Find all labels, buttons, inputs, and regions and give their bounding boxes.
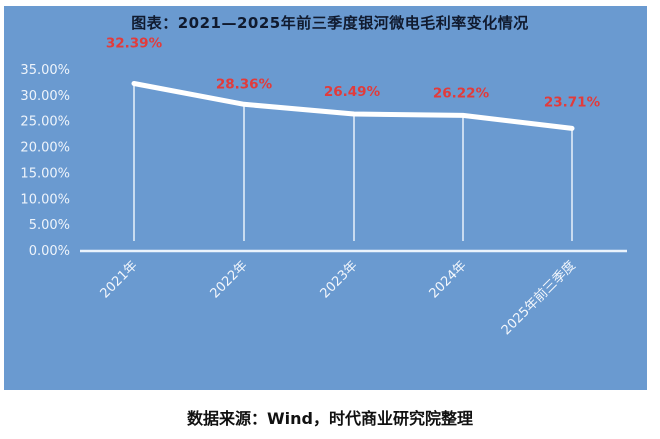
y-tick-label: 25.00%: [20, 115, 70, 130]
x-tick-label: 2021年: [98, 258, 141, 301]
y-tick-label: 15.00%: [20, 166, 70, 181]
data-label: 23.71%: [544, 94, 601, 110]
y-tick-label: 30.00%: [20, 89, 70, 104]
drop-lines: [133, 83, 573, 241]
chart-panel: [4, 6, 647, 390]
x-tick-label: 2022年: [208, 258, 251, 301]
source-note: 数据来源：Wind，时代商业研究院整理: [187, 409, 473, 428]
data-label: 28.36%: [216, 76, 273, 92]
data-labels: 32.39% 28.36% 26.49% 26.22% 23.71%: [106, 35, 601, 110]
y-axis-ticks: 35.00% 30.00% 25.00% 20.00% 15.00% 10.00% 5.00…: [20, 63, 70, 259]
y-tick-label: 10.00%: [20, 192, 70, 207]
x-tick-label: 2024年: [427, 258, 470, 301]
y-tick-label: 5.00%: [29, 218, 70, 233]
x-axis-ticks: 2021年 2022年 2023年 2024年 2025年前三季度: [98, 258, 579, 339]
gross-margin-line: [131, 81, 575, 131]
y-tick-label: 20.00%: [20, 141, 70, 156]
y-tick-label: 35.00%: [20, 63, 70, 78]
x-tick-label: 2025年前三季度: [498, 258, 579, 339]
data-label: 26.49%: [324, 84, 381, 100]
data-label: 32.39%: [106, 35, 163, 51]
y-tick-label: 0.00%: [29, 244, 70, 259]
chart-title: 图表：2021—2025年前三季度银河微电毛利率变化情况: [131, 14, 529, 32]
x-tick-label: 2023年: [318, 258, 361, 301]
data-label: 26.22%: [433, 85, 490, 101]
